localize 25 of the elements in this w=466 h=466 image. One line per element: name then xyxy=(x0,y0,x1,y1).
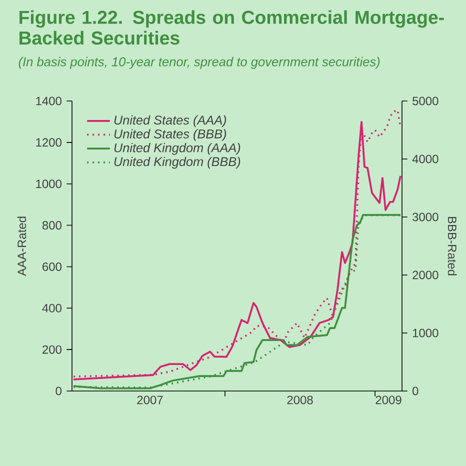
x-tick-label: 2009 xyxy=(376,396,402,404)
y-tick-label: 600 xyxy=(42,262,62,271)
legend-label: United States (AAA) xyxy=(114,115,226,128)
y2-tick-label: 2000 xyxy=(412,270,438,280)
chart-subtitle: (In basis points, 10-year tenor, spread to government securities) xyxy=(18,56,380,69)
y2-tick-label: 1000 xyxy=(412,328,438,338)
y2-tick-label: 5000 xyxy=(412,96,438,106)
x-tick-label: 2007 xyxy=(137,396,163,404)
chart-title: Figure 1.22. Spreads on Commercial Mortgage-Backed Securities xyxy=(20,10,444,45)
y-tick-label: 0 xyxy=(56,386,62,396)
y2-axis-title: BBB-Rated xyxy=(448,216,457,276)
y-tick-label: 1000 xyxy=(36,180,62,188)
y-axis-title: AAA-Rated xyxy=(17,216,26,276)
y-tick-label: 800 xyxy=(42,221,62,230)
y-tick-label: 400 xyxy=(42,304,62,312)
legend-label: United Kingdom (BBB) xyxy=(114,156,240,169)
legend-label: United Kingdom (AAA) xyxy=(114,142,240,155)
y-tick-label: 200 xyxy=(42,345,62,354)
y2-tick-label: 0 xyxy=(412,386,418,396)
y2-tick-label: 3000 xyxy=(412,212,438,222)
legend-label: United States (BBB) xyxy=(114,129,226,141)
y2-tick-label: 4000 xyxy=(412,154,438,164)
y-tick-label: 1400 xyxy=(36,96,62,106)
y-tick-label: 1200 xyxy=(36,138,62,147)
x-tick-label: 2008 xyxy=(287,396,313,404)
